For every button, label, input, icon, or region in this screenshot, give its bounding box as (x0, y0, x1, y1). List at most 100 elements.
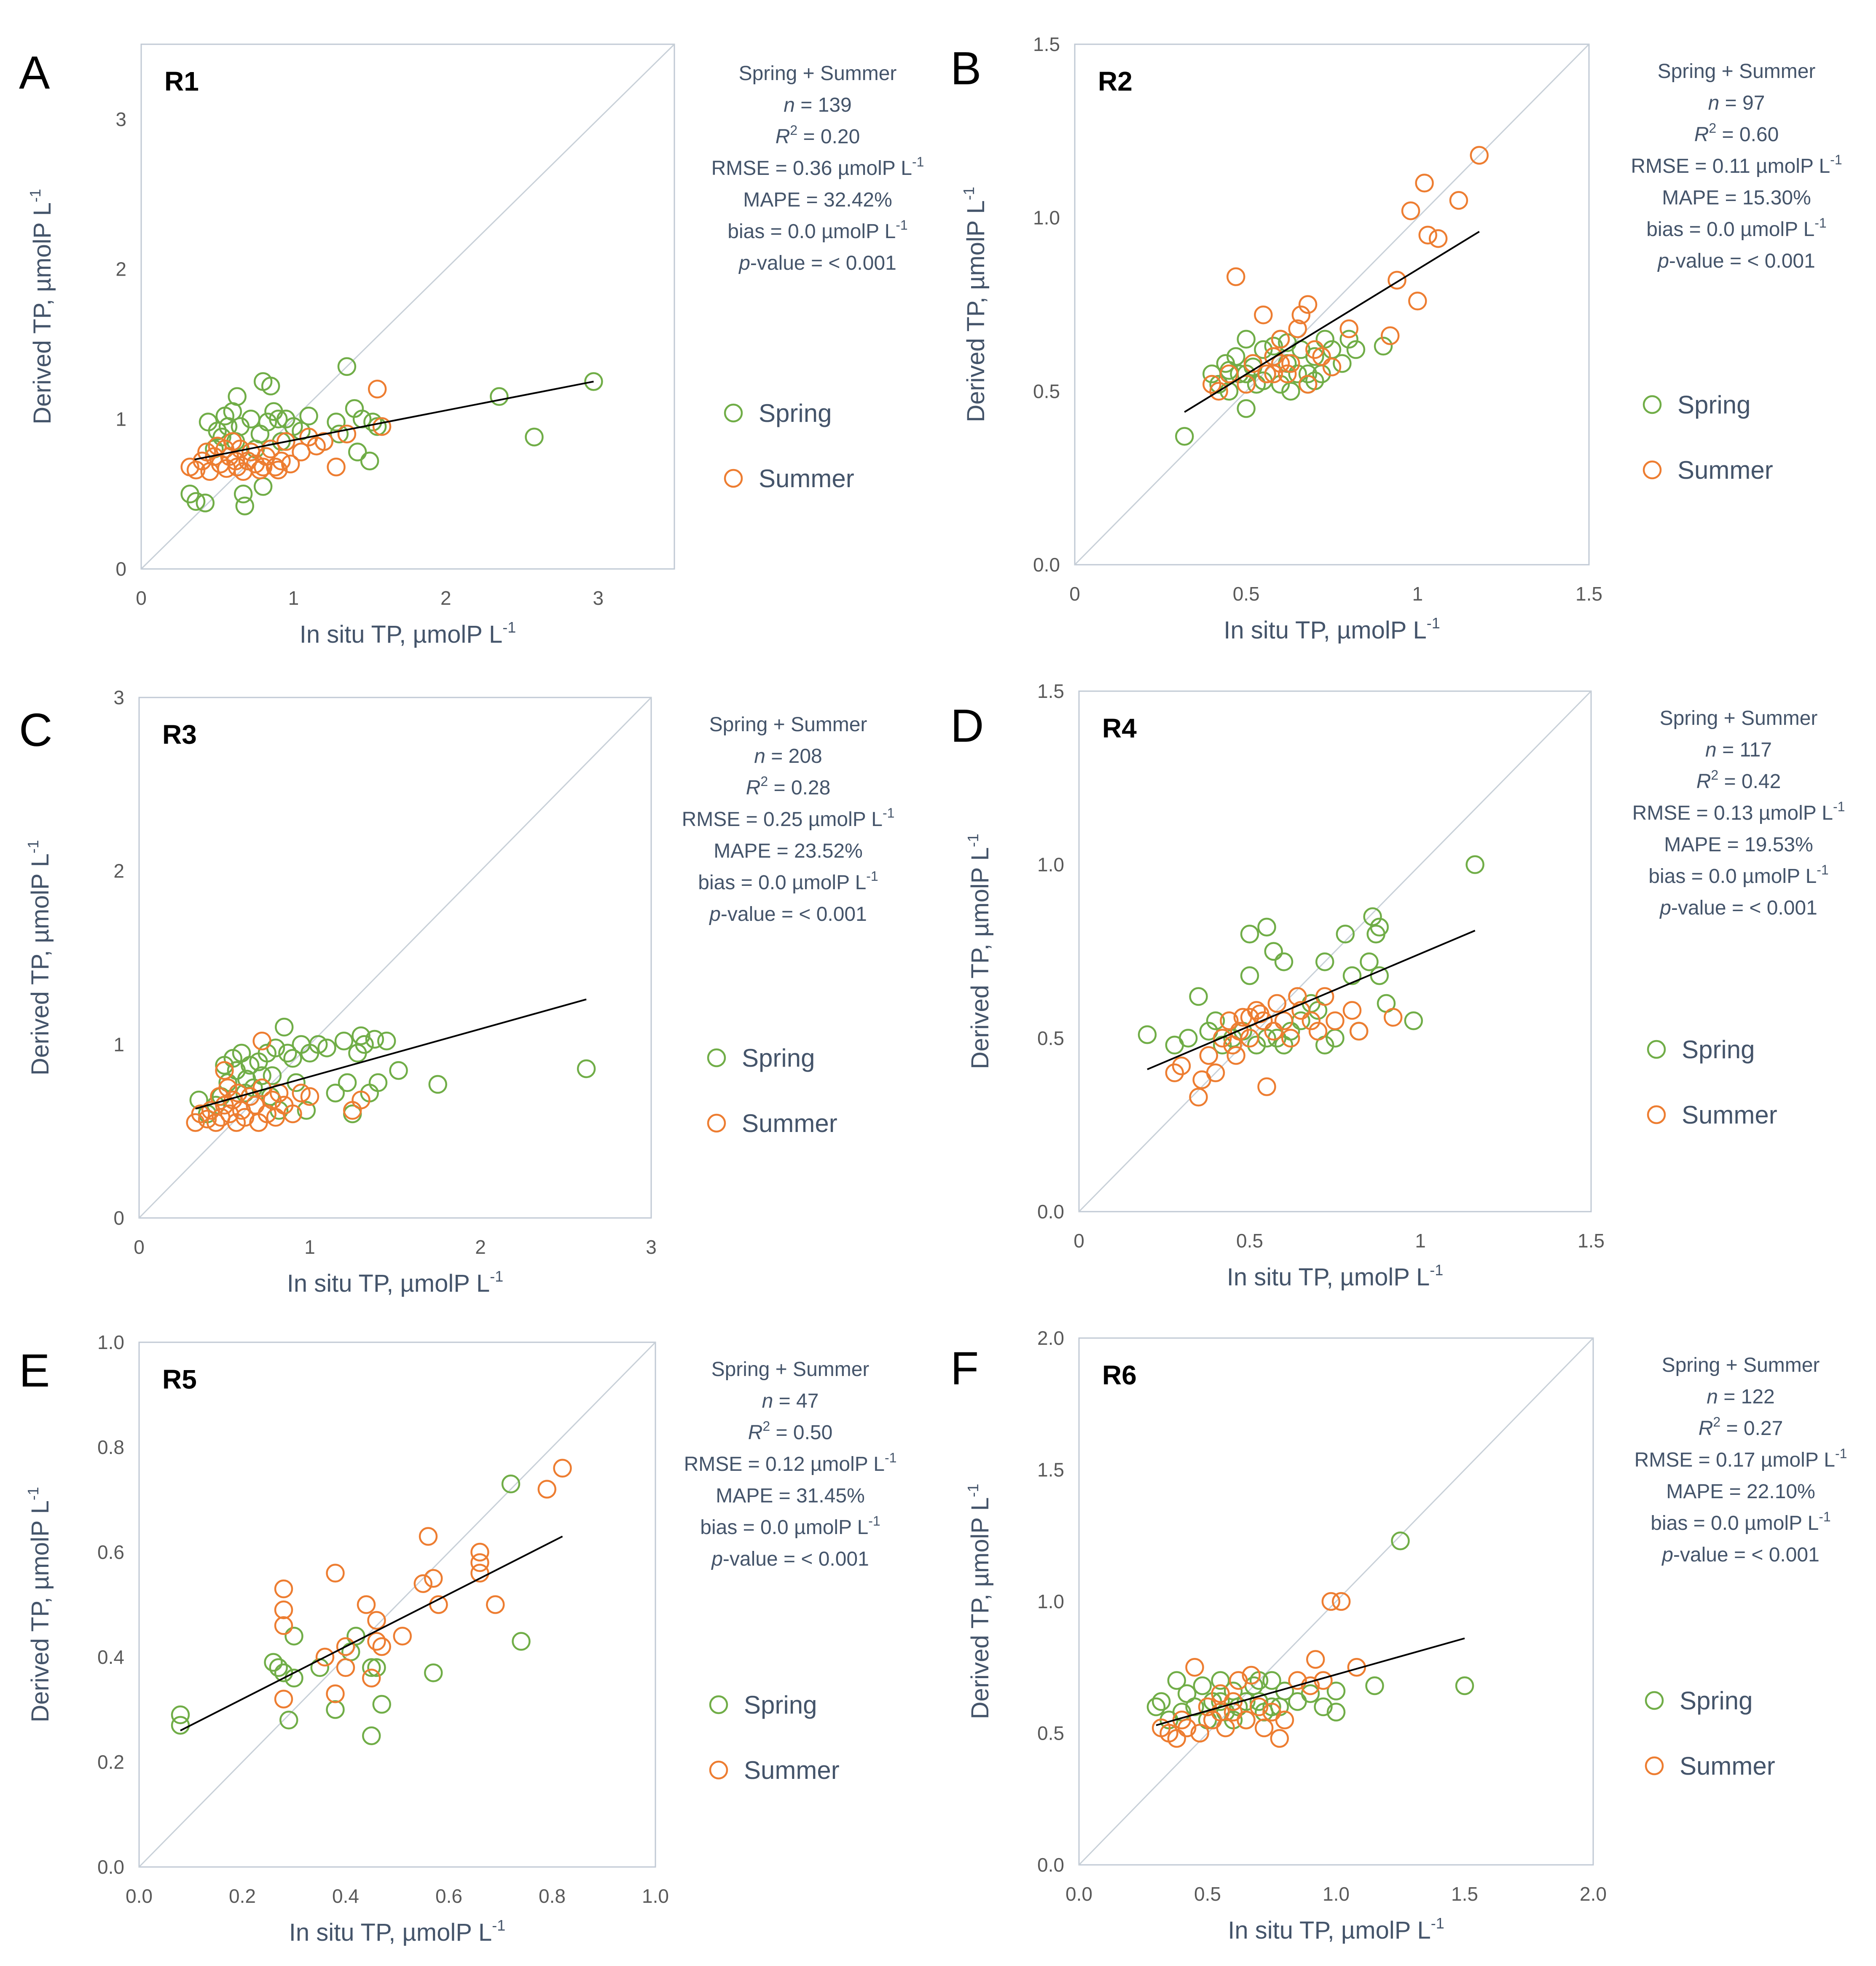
x-tick-label: 2 (440, 587, 451, 609)
data-point-summer (207, 1113, 225, 1132)
y-tick-label: 3 (115, 108, 126, 130)
stats-pvalue: p-value = < 0.001 (738, 252, 896, 274)
data-point-summer (336, 1658, 355, 1677)
stats-bias: bias = 0.0 µmolP L-1 (1646, 215, 1826, 241)
stats-title: Spring + Summer (709, 713, 867, 736)
legend-marker-summer (1643, 460, 1662, 480)
data-point-spring (1193, 1676, 1212, 1695)
data-point-summer (274, 1579, 293, 1599)
data-point-spring (278, 1043, 297, 1063)
data-point-spring (1336, 925, 1355, 944)
data-point-spring (368, 1073, 388, 1092)
data-point-summer (315, 1647, 335, 1667)
data-point-spring (1315, 952, 1334, 971)
stats-pvalue: p-value = < 0.001 (1659, 897, 1817, 919)
data-point-summer (261, 440, 280, 459)
data-point-spring (346, 1626, 365, 1646)
data-point-summer (1291, 1001, 1310, 1020)
data-point-spring (377, 1031, 396, 1051)
data-point-summer (263, 1090, 282, 1110)
data-point-summer (201, 1101, 220, 1120)
y-tick-label: 0.0 (1033, 554, 1060, 576)
data-point-spring (253, 477, 273, 496)
data-point-summer (1305, 340, 1324, 359)
data-point-spring (196, 494, 215, 512)
data-point-summer (1254, 305, 1273, 325)
data-point-summer (276, 432, 295, 451)
stats-title: Spring + Summer (1662, 1354, 1820, 1376)
y-tick-label: 0.8 (97, 1436, 124, 1458)
data-point-spring (1365, 1676, 1384, 1695)
plot-area-frame (1074, 43, 1590, 566)
x-tick-label: 0 (134, 1236, 145, 1258)
data-point-spring (512, 1632, 531, 1651)
x-tick-label: 0.5 (1194, 1883, 1221, 1905)
data-point-spring (171, 1716, 190, 1735)
y-axis-label: Derived TP, µmolP L-1 (24, 1487, 54, 1722)
data-point-spring (1264, 337, 1283, 356)
stats-mape: MAPE = 31.45% (716, 1485, 865, 1507)
data-point-summer (1271, 354, 1290, 373)
region-label: R5 (162, 1364, 197, 1395)
y-tick-label: 1.0 (1037, 1591, 1064, 1612)
data-point-summer (470, 1564, 489, 1583)
data-point-spring (241, 1056, 260, 1075)
data-point-spring (299, 406, 318, 426)
data-point-summer (1249, 1697, 1269, 1717)
data-point-spring (208, 421, 227, 440)
data-point-spring (1274, 952, 1294, 971)
legend-marker-spring (1643, 395, 1662, 414)
data-point-spring (1342, 966, 1362, 985)
data-point-spring (1314, 1697, 1333, 1717)
data-point-summer (537, 1480, 556, 1499)
stats-pvalue: p-value = < 0.001 (1661, 1544, 1820, 1566)
data-point-spring (1249, 1692, 1269, 1711)
data-point-spring (1315, 330, 1334, 349)
data-point-summer (1237, 1711, 1256, 1730)
data-point-spring (428, 1075, 447, 1094)
legend-marker-summer (707, 1113, 726, 1133)
legend-label-spring: Spring (1680, 1687, 1753, 1715)
x-tick-label: 0.4 (332, 1885, 359, 1907)
data-point-summer (367, 1611, 386, 1630)
data-point-summer (1428, 229, 1448, 248)
data-point-spring (1274, 1035, 1294, 1055)
data-point-summer (1383, 1008, 1403, 1027)
data-point-summer (1189, 1088, 1208, 1107)
data-point-summer (326, 1564, 345, 1583)
stats-rmse: RMSE = 0.12 µmolP L-1 (684, 1450, 897, 1475)
x-tick-label: 0 (136, 587, 147, 609)
data-point-summer (372, 417, 392, 436)
data-point-summer (327, 457, 346, 477)
panel-B: 0 0.5 1 1.5 0.0 0.5 1.0 1.5 In situ TP, µmolP L-… (950, 33, 1842, 644)
x-axis-label: In situ TP, µmolP L-1 (1224, 614, 1440, 644)
data-point-summer (326, 1684, 345, 1703)
data-point-spring (1189, 987, 1208, 1006)
data-point-spring (584, 372, 603, 391)
x-axis-label: In situ TP, µmolP L-1 (287, 1268, 504, 1297)
data-point-spring (1339, 330, 1358, 349)
legend-marker-summer (1645, 1756, 1664, 1776)
data-point-spring (279, 1711, 298, 1730)
legend-label-summer: Summer (1680, 1752, 1775, 1780)
data-point-spring (1281, 382, 1300, 401)
data-point-spring (1298, 364, 1318, 384)
data-point-spring (1206, 1011, 1225, 1030)
data-point-spring (1151, 1692, 1171, 1711)
stats-rmse: RMSE = 0.36 µmolP L-1 (711, 154, 924, 180)
x-tick-label: 1 (304, 1236, 315, 1258)
data-point-spring (360, 451, 379, 471)
identity-line (138, 1341, 656, 1868)
data-point-spring (1264, 942, 1283, 961)
plot-area-frame (138, 697, 652, 1219)
data-point-summer (1298, 295, 1318, 314)
stats-r2: R2 = 0.20 (776, 123, 860, 148)
data-point-summer (1302, 1011, 1321, 1030)
data-point-summer (1213, 1029, 1232, 1048)
data-point-summer (1418, 225, 1437, 245)
data-point-spring (1211, 1692, 1230, 1711)
stats-n: n = 47 (762, 1390, 819, 1412)
x-tick-label: 0.5 (1236, 1230, 1263, 1252)
data-point-summer (1342, 1001, 1362, 1020)
data-point-spring (1237, 399, 1256, 418)
